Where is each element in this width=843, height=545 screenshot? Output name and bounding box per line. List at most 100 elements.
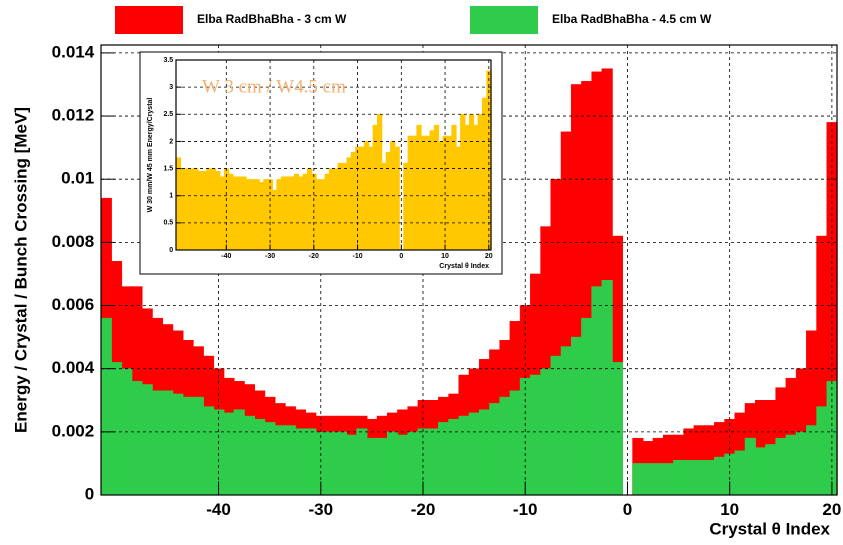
histogram-bar — [197, 171, 203, 251]
histogram-bar — [302, 173, 308, 251]
histogram-bar — [254, 179, 260, 251]
y-axis-label: Energy / Crystal / Bunch Crossing [MeV] — [11, 107, 30, 433]
histogram-bar — [245, 179, 252, 251]
histogram-bar — [477, 114, 483, 251]
histogram-bar — [397, 434, 409, 496]
histogram-bar — [151, 390, 163, 496]
histogram-bar — [775, 437, 787, 496]
histogram-bar — [250, 179, 256, 251]
histogram-bar — [346, 434, 358, 496]
histogram-bar — [193, 168, 199, 251]
histogram-bar — [407, 431, 419, 496]
y-tick-label: 1.5 — [163, 165, 173, 172]
histogram-bar — [210, 168, 217, 251]
histogram-bar — [202, 171, 208, 251]
legend-swatch — [470, 6, 538, 34]
histogram-bar — [765, 444, 777, 496]
histogram-bar — [381, 162, 387, 251]
histogram-bar — [530, 374, 542, 496]
histogram-bar — [499, 396, 511, 496]
histogram-bar — [298, 176, 304, 251]
histogram-bar — [816, 406, 828, 496]
histogram-bar — [420, 135, 427, 251]
x-tick-label: -20 — [309, 253, 319, 260]
y-tick-label: 0.002 — [52, 421, 95, 440]
histogram-bar — [254, 418, 266, 496]
histogram-bar — [673, 460, 685, 496]
y-tick-label: 0.004 — [52, 358, 95, 377]
y-tick-label: 2 — [169, 138, 173, 145]
histogram-bar — [342, 162, 348, 251]
histogram-bar — [376, 437, 388, 496]
histogram-bar — [489, 403, 501, 496]
x-tick-label: 20 — [822, 500, 841, 519]
histogram-bar — [333, 168, 339, 251]
histogram-bar — [233, 409, 245, 496]
histogram-bar — [377, 114, 383, 251]
histogram-bar — [293, 173, 300, 251]
x-tick-label: -40 — [206, 500, 231, 519]
histogram-bar — [458, 415, 470, 496]
histogram-bar — [264, 422, 276, 496]
histogram-bar — [241, 176, 247, 251]
histogram-bar — [192, 396, 204, 496]
histogram-bar — [272, 190, 278, 251]
x-axis-label: Crystal θ Index — [709, 519, 830, 538]
histogram-bar — [385, 152, 392, 251]
histogram-bar — [550, 355, 562, 496]
histogram-bar — [368, 146, 374, 251]
histogram-bar — [468, 412, 480, 496]
histogram-bar — [611, 362, 623, 496]
histogram-bar — [473, 124, 479, 251]
histogram-bar — [182, 396, 194, 496]
histogram-bar — [356, 428, 368, 496]
histogram-bar — [460, 114, 466, 251]
histogram-bar — [438, 422, 450, 496]
histogram-bar — [683, 460, 695, 496]
histogram-bar — [325, 431, 337, 496]
inset-title: W 3 cm / W4.5 cm — [202, 76, 346, 97]
y-tick-label: 0.01 — [61, 169, 94, 188]
legend-label: Elba RadBhaBha - 3 cm W — [197, 12, 347, 26]
histogram-bar — [223, 412, 235, 496]
y-tick-label: 0.014 — [52, 42, 95, 61]
histogram-bar — [785, 434, 797, 496]
histogram-bar — [744, 437, 756, 496]
histogram-bar — [591, 286, 603, 496]
histogram-bar — [662, 463, 675, 496]
histogram-bar — [315, 179, 322, 251]
histogram-bar — [237, 176, 243, 251]
y-tick-label: 0.008 — [52, 232, 95, 251]
histogram-bar — [693, 460, 705, 496]
histogram-bar — [110, 362, 123, 496]
histogram-bar — [366, 437, 378, 496]
histogram-bar — [324, 173, 330, 251]
histogram-bar — [305, 428, 317, 496]
histogram-bar — [289, 176, 295, 251]
histogram-bar — [228, 173, 234, 251]
histogram-bar — [294, 428, 307, 496]
histogram-bar — [131, 381, 143, 496]
histogram-bar — [464, 124, 470, 251]
histogram-bar — [386, 431, 399, 496]
histogram-bar — [478, 409, 491, 496]
histogram-bar — [215, 171, 221, 251]
histogram-bar — [642, 463, 654, 496]
histogram-bar — [403, 162, 409, 251]
x-tick-label: 10 — [441, 253, 449, 260]
histogram-bar — [274, 425, 286, 496]
histogram-bar — [509, 390, 521, 496]
histogram-bar — [412, 135, 418, 251]
plot-frame — [175, 59, 492, 251]
histogram-bar — [407, 135, 413, 251]
histogram-bar — [372, 124, 378, 251]
x-tick-label: -20 — [411, 500, 436, 519]
y-tick-label: 0.5 — [163, 220, 173, 227]
histogram-bar — [359, 146, 365, 251]
histogram-bar — [320, 179, 326, 251]
histogram-bar — [451, 124, 457, 251]
y-tick-label: 3 — [169, 84, 173, 91]
histogram-bar — [734, 450, 746, 496]
y-tick-label: 1 — [169, 193, 173, 200]
histogram-bar — [284, 425, 296, 496]
